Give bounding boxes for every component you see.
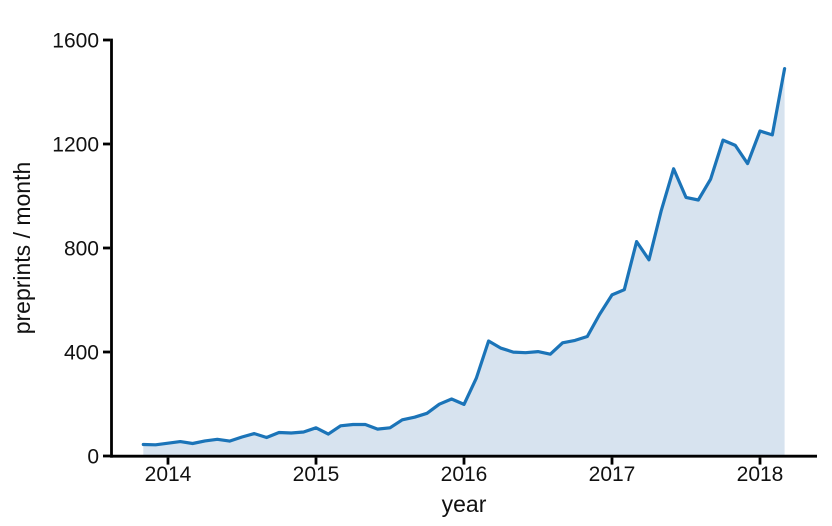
area-fill xyxy=(143,68,785,457)
x-tick-label-2017: 2017 xyxy=(589,463,636,486)
x-tick-label-2016: 2016 xyxy=(441,463,488,486)
x-tick-label-2014: 2014 xyxy=(145,463,192,486)
data-line xyxy=(141,66,787,447)
y-tick-label-400: 400 xyxy=(64,342,99,365)
y-tick-labels: 1600 1200 800 400 0 xyxy=(52,30,99,469)
y-tick-label-1200: 1200 xyxy=(52,134,99,157)
y-tick-label-0: 0 xyxy=(87,446,99,469)
y-tick-label-800: 800 xyxy=(64,238,99,261)
axes xyxy=(103,38,817,465)
y-tick-label-1600: 1600 xyxy=(52,30,99,53)
x-tick-label-2015: 2015 xyxy=(293,463,340,486)
y-axis-title: preprints / month xyxy=(9,162,35,335)
x-tick-label-2018: 2018 xyxy=(737,463,784,486)
x-tick-labels: 2014 2015 2016 2017 2018 xyxy=(145,463,784,486)
x-axis-title: year xyxy=(442,491,487,517)
